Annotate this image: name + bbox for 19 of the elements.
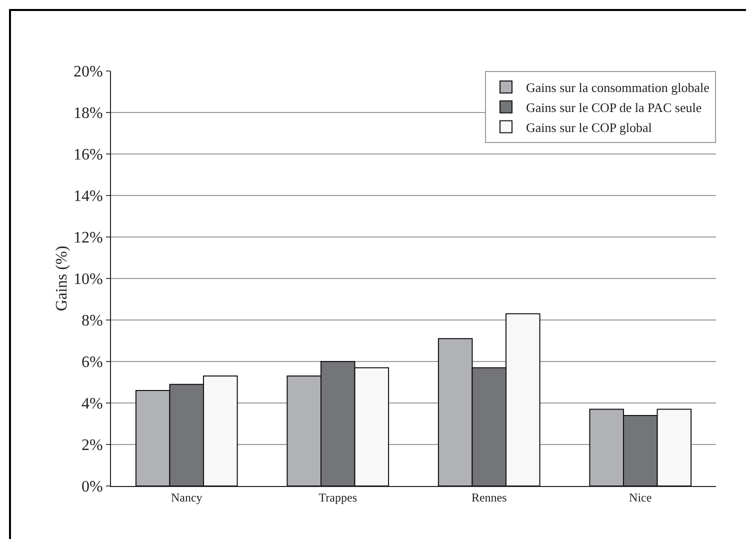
y-tick-label: 16%: [73, 146, 103, 164]
y-tick-label: 12%: [73, 230, 103, 247]
y-tick-label: 0%: [81, 478, 103, 496]
x-tick-label: Nancy: [170, 490, 202, 504]
y-tick-label: 18%: [73, 105, 103, 122]
x-tick-label: Nice: [629, 490, 652, 504]
y-tick-label: 6%: [81, 354, 103, 372]
legend-label: Gains sur le COP global: [526, 120, 652, 135]
legend-label: Gains sur le COP de la PAC seule: [526, 100, 702, 115]
x-tick-label: Rennes: [471, 490, 508, 504]
x-tick-label: Trappes: [318, 490, 358, 504]
y-tick-label: 4%: [81, 396, 103, 413]
y-axis-title: Gains (%): [53, 246, 70, 312]
y-tick-label: 2%: [81, 437, 103, 454]
legend-label: Gains sur la consommation globale: [526, 80, 710, 96]
y-tick-label: 8%: [81, 312, 103, 330]
y-tick-label: 10%: [73, 271, 103, 288]
y-tick-label: 20%: [73, 64, 103, 81]
y-tick-label: 14%: [73, 188, 103, 206]
